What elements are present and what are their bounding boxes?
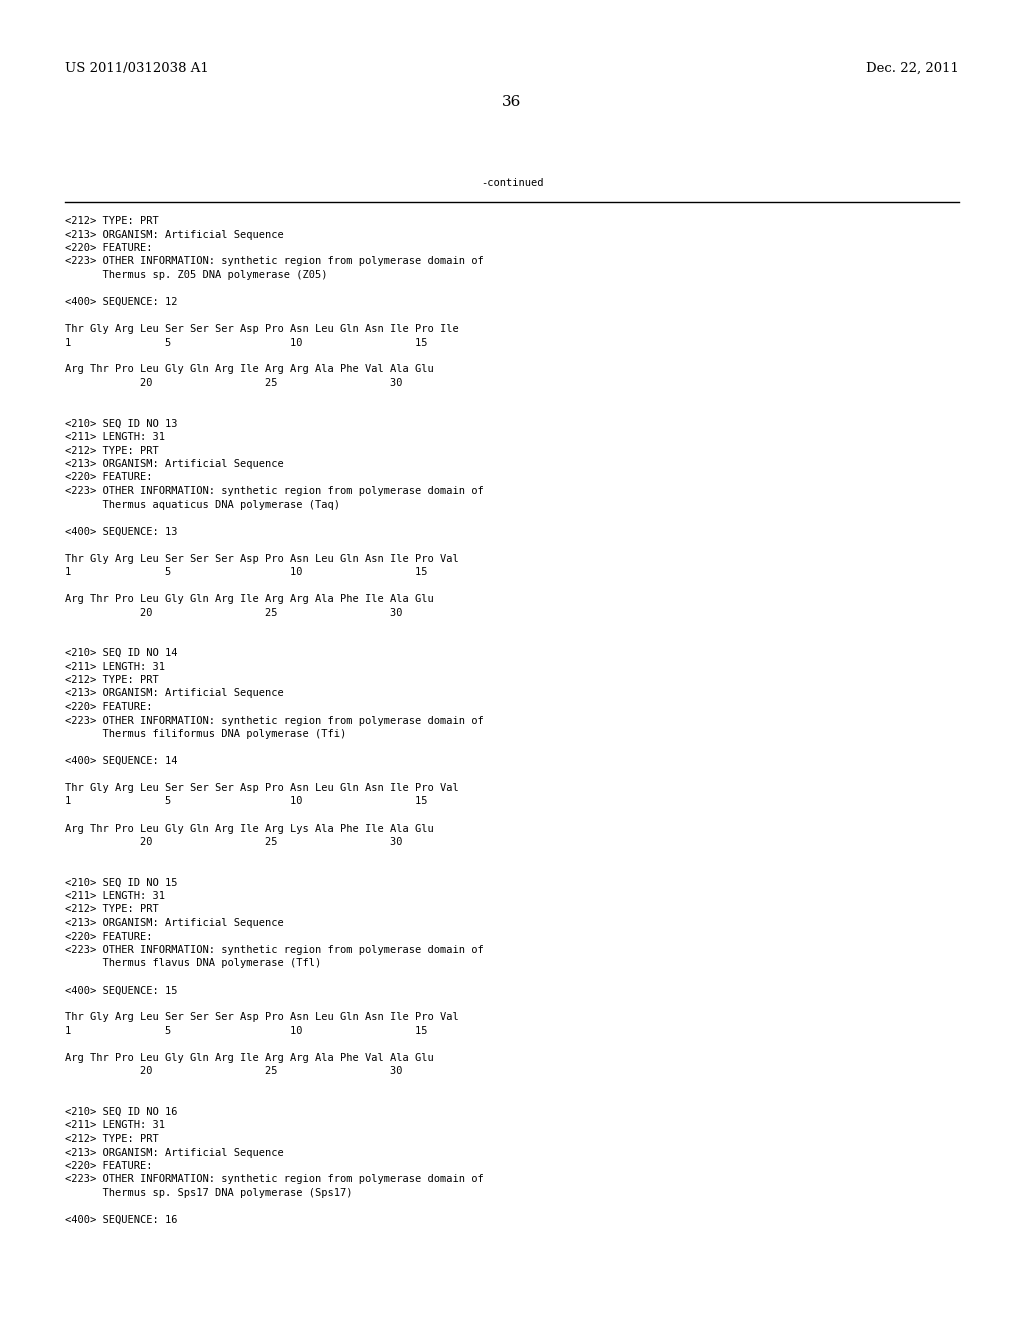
Text: Thr Gly Arg Leu Ser Ser Ser Asp Pro Asn Leu Gln Asn Ile Pro Val: Thr Gly Arg Leu Ser Ser Ser Asp Pro Asn … <box>65 553 459 564</box>
Text: <400> SEQUENCE: 14: <400> SEQUENCE: 14 <box>65 756 177 766</box>
Text: Arg Thr Pro Leu Gly Gln Arg Ile Arg Arg Ala Phe Val Ala Glu: Arg Thr Pro Leu Gly Gln Arg Ile Arg Arg … <box>65 1053 434 1063</box>
Text: 1               5                   10                  15: 1 5 10 15 <box>65 796 427 807</box>
Text: 1               5                   10                  15: 1 5 10 15 <box>65 568 427 577</box>
Text: 20                  25                  30: 20 25 30 <box>65 1067 402 1077</box>
Text: <210> SEQ ID NO 14: <210> SEQ ID NO 14 <box>65 648 177 657</box>
Text: <223> OTHER INFORMATION: synthetic region from polymerase domain of: <223> OTHER INFORMATION: synthetic regio… <box>65 1175 483 1184</box>
Text: <212> TYPE: PRT: <212> TYPE: PRT <box>65 446 159 455</box>
Text: Thermus sp. Sps17 DNA polymerase (Sps17): Thermus sp. Sps17 DNA polymerase (Sps17) <box>65 1188 352 1199</box>
Text: <212> TYPE: PRT: <212> TYPE: PRT <box>65 904 159 915</box>
Text: <220> FEATURE:: <220> FEATURE: <box>65 702 153 711</box>
Text: <220> FEATURE:: <220> FEATURE: <box>65 473 153 483</box>
Text: <211> LENGTH: 31: <211> LENGTH: 31 <box>65 432 165 442</box>
Text: -continued: -continued <box>480 178 544 187</box>
Text: <400> SEQUENCE: 12: <400> SEQUENCE: 12 <box>65 297 177 308</box>
Text: <212> TYPE: PRT: <212> TYPE: PRT <box>65 675 159 685</box>
Text: <210> SEQ ID NO 13: <210> SEQ ID NO 13 <box>65 418 177 429</box>
Text: <212> TYPE: PRT: <212> TYPE: PRT <box>65 216 159 226</box>
Text: <211> LENGTH: 31: <211> LENGTH: 31 <box>65 661 165 672</box>
Text: <210> SEQ ID NO 15: <210> SEQ ID NO 15 <box>65 878 177 887</box>
Text: Thr Gly Arg Leu Ser Ser Ser Asp Pro Asn Leu Gln Asn Ile Pro Val: Thr Gly Arg Leu Ser Ser Ser Asp Pro Asn … <box>65 1012 459 1023</box>
Text: 36: 36 <box>503 95 521 110</box>
Text: Thermus flavus DNA polymerase (Tfl): Thermus flavus DNA polymerase (Tfl) <box>65 958 322 969</box>
Text: <223> OTHER INFORMATION: synthetic region from polymerase domain of: <223> OTHER INFORMATION: synthetic regio… <box>65 256 483 267</box>
Text: Thermus sp. Z05 DNA polymerase (Z05): Thermus sp. Z05 DNA polymerase (Z05) <box>65 271 328 280</box>
Text: Thermus filiformus DNA polymerase (Tfi): Thermus filiformus DNA polymerase (Tfi) <box>65 729 346 739</box>
Text: <223> OTHER INFORMATION: synthetic region from polymerase domain of: <223> OTHER INFORMATION: synthetic regio… <box>65 486 483 496</box>
Text: 20                  25                  30: 20 25 30 <box>65 378 402 388</box>
Text: 20                  25                  30: 20 25 30 <box>65 837 402 847</box>
Text: <213> ORGANISM: Artificial Sequence: <213> ORGANISM: Artificial Sequence <box>65 1147 284 1158</box>
Text: Thr Gly Arg Leu Ser Ser Ser Asp Pro Asn Leu Gln Asn Ile Pro Ile: Thr Gly Arg Leu Ser Ser Ser Asp Pro Asn … <box>65 323 459 334</box>
Text: <213> ORGANISM: Artificial Sequence: <213> ORGANISM: Artificial Sequence <box>65 230 284 239</box>
Text: US 2011/0312038 A1: US 2011/0312038 A1 <box>65 62 209 75</box>
Text: <223> OTHER INFORMATION: synthetic region from polymerase domain of: <223> OTHER INFORMATION: synthetic regio… <box>65 945 483 954</box>
Text: <213> ORGANISM: Artificial Sequence: <213> ORGANISM: Artificial Sequence <box>65 459 284 469</box>
Text: <400> SEQUENCE: 13: <400> SEQUENCE: 13 <box>65 527 177 536</box>
Text: Thr Gly Arg Leu Ser Ser Ser Asp Pro Asn Leu Gln Asn Ile Pro Val: Thr Gly Arg Leu Ser Ser Ser Asp Pro Asn … <box>65 783 459 793</box>
Text: <220> FEATURE:: <220> FEATURE: <box>65 1162 153 1171</box>
Text: <212> TYPE: PRT: <212> TYPE: PRT <box>65 1134 159 1144</box>
Text: <220> FEATURE:: <220> FEATURE: <box>65 243 153 253</box>
Text: <211> LENGTH: 31: <211> LENGTH: 31 <box>65 1121 165 1130</box>
Text: <220> FEATURE:: <220> FEATURE: <box>65 932 153 941</box>
Text: <210> SEQ ID NO 16: <210> SEQ ID NO 16 <box>65 1107 177 1117</box>
Text: <400> SEQUENCE: 16: <400> SEQUENCE: 16 <box>65 1214 177 1225</box>
Text: Dec. 22, 2011: Dec. 22, 2011 <box>866 62 959 75</box>
Text: <213> ORGANISM: Artificial Sequence: <213> ORGANISM: Artificial Sequence <box>65 689 284 698</box>
Text: 1               5                   10                  15: 1 5 10 15 <box>65 338 427 347</box>
Text: Arg Thr Pro Leu Gly Gln Arg Ile Arg Arg Ala Phe Ile Ala Glu: Arg Thr Pro Leu Gly Gln Arg Ile Arg Arg … <box>65 594 434 605</box>
Text: Arg Thr Pro Leu Gly Gln Arg Ile Arg Arg Ala Phe Val Ala Glu: Arg Thr Pro Leu Gly Gln Arg Ile Arg Arg … <box>65 364 434 375</box>
Text: 1               5                   10                  15: 1 5 10 15 <box>65 1026 427 1036</box>
Text: <223> OTHER INFORMATION: synthetic region from polymerase domain of: <223> OTHER INFORMATION: synthetic regio… <box>65 715 483 726</box>
Text: Thermus aquaticus DNA polymerase (Taq): Thermus aquaticus DNA polymerase (Taq) <box>65 499 340 510</box>
Text: <400> SEQUENCE: 15: <400> SEQUENCE: 15 <box>65 986 177 995</box>
Text: <211> LENGTH: 31: <211> LENGTH: 31 <box>65 891 165 902</box>
Text: 20                  25                  30: 20 25 30 <box>65 607 402 618</box>
Text: <213> ORGANISM: Artificial Sequence: <213> ORGANISM: Artificial Sequence <box>65 917 284 928</box>
Text: Arg Thr Pro Leu Gly Gln Arg Ile Arg Lys Ala Phe Ile Ala Glu: Arg Thr Pro Leu Gly Gln Arg Ile Arg Lys … <box>65 824 434 833</box>
